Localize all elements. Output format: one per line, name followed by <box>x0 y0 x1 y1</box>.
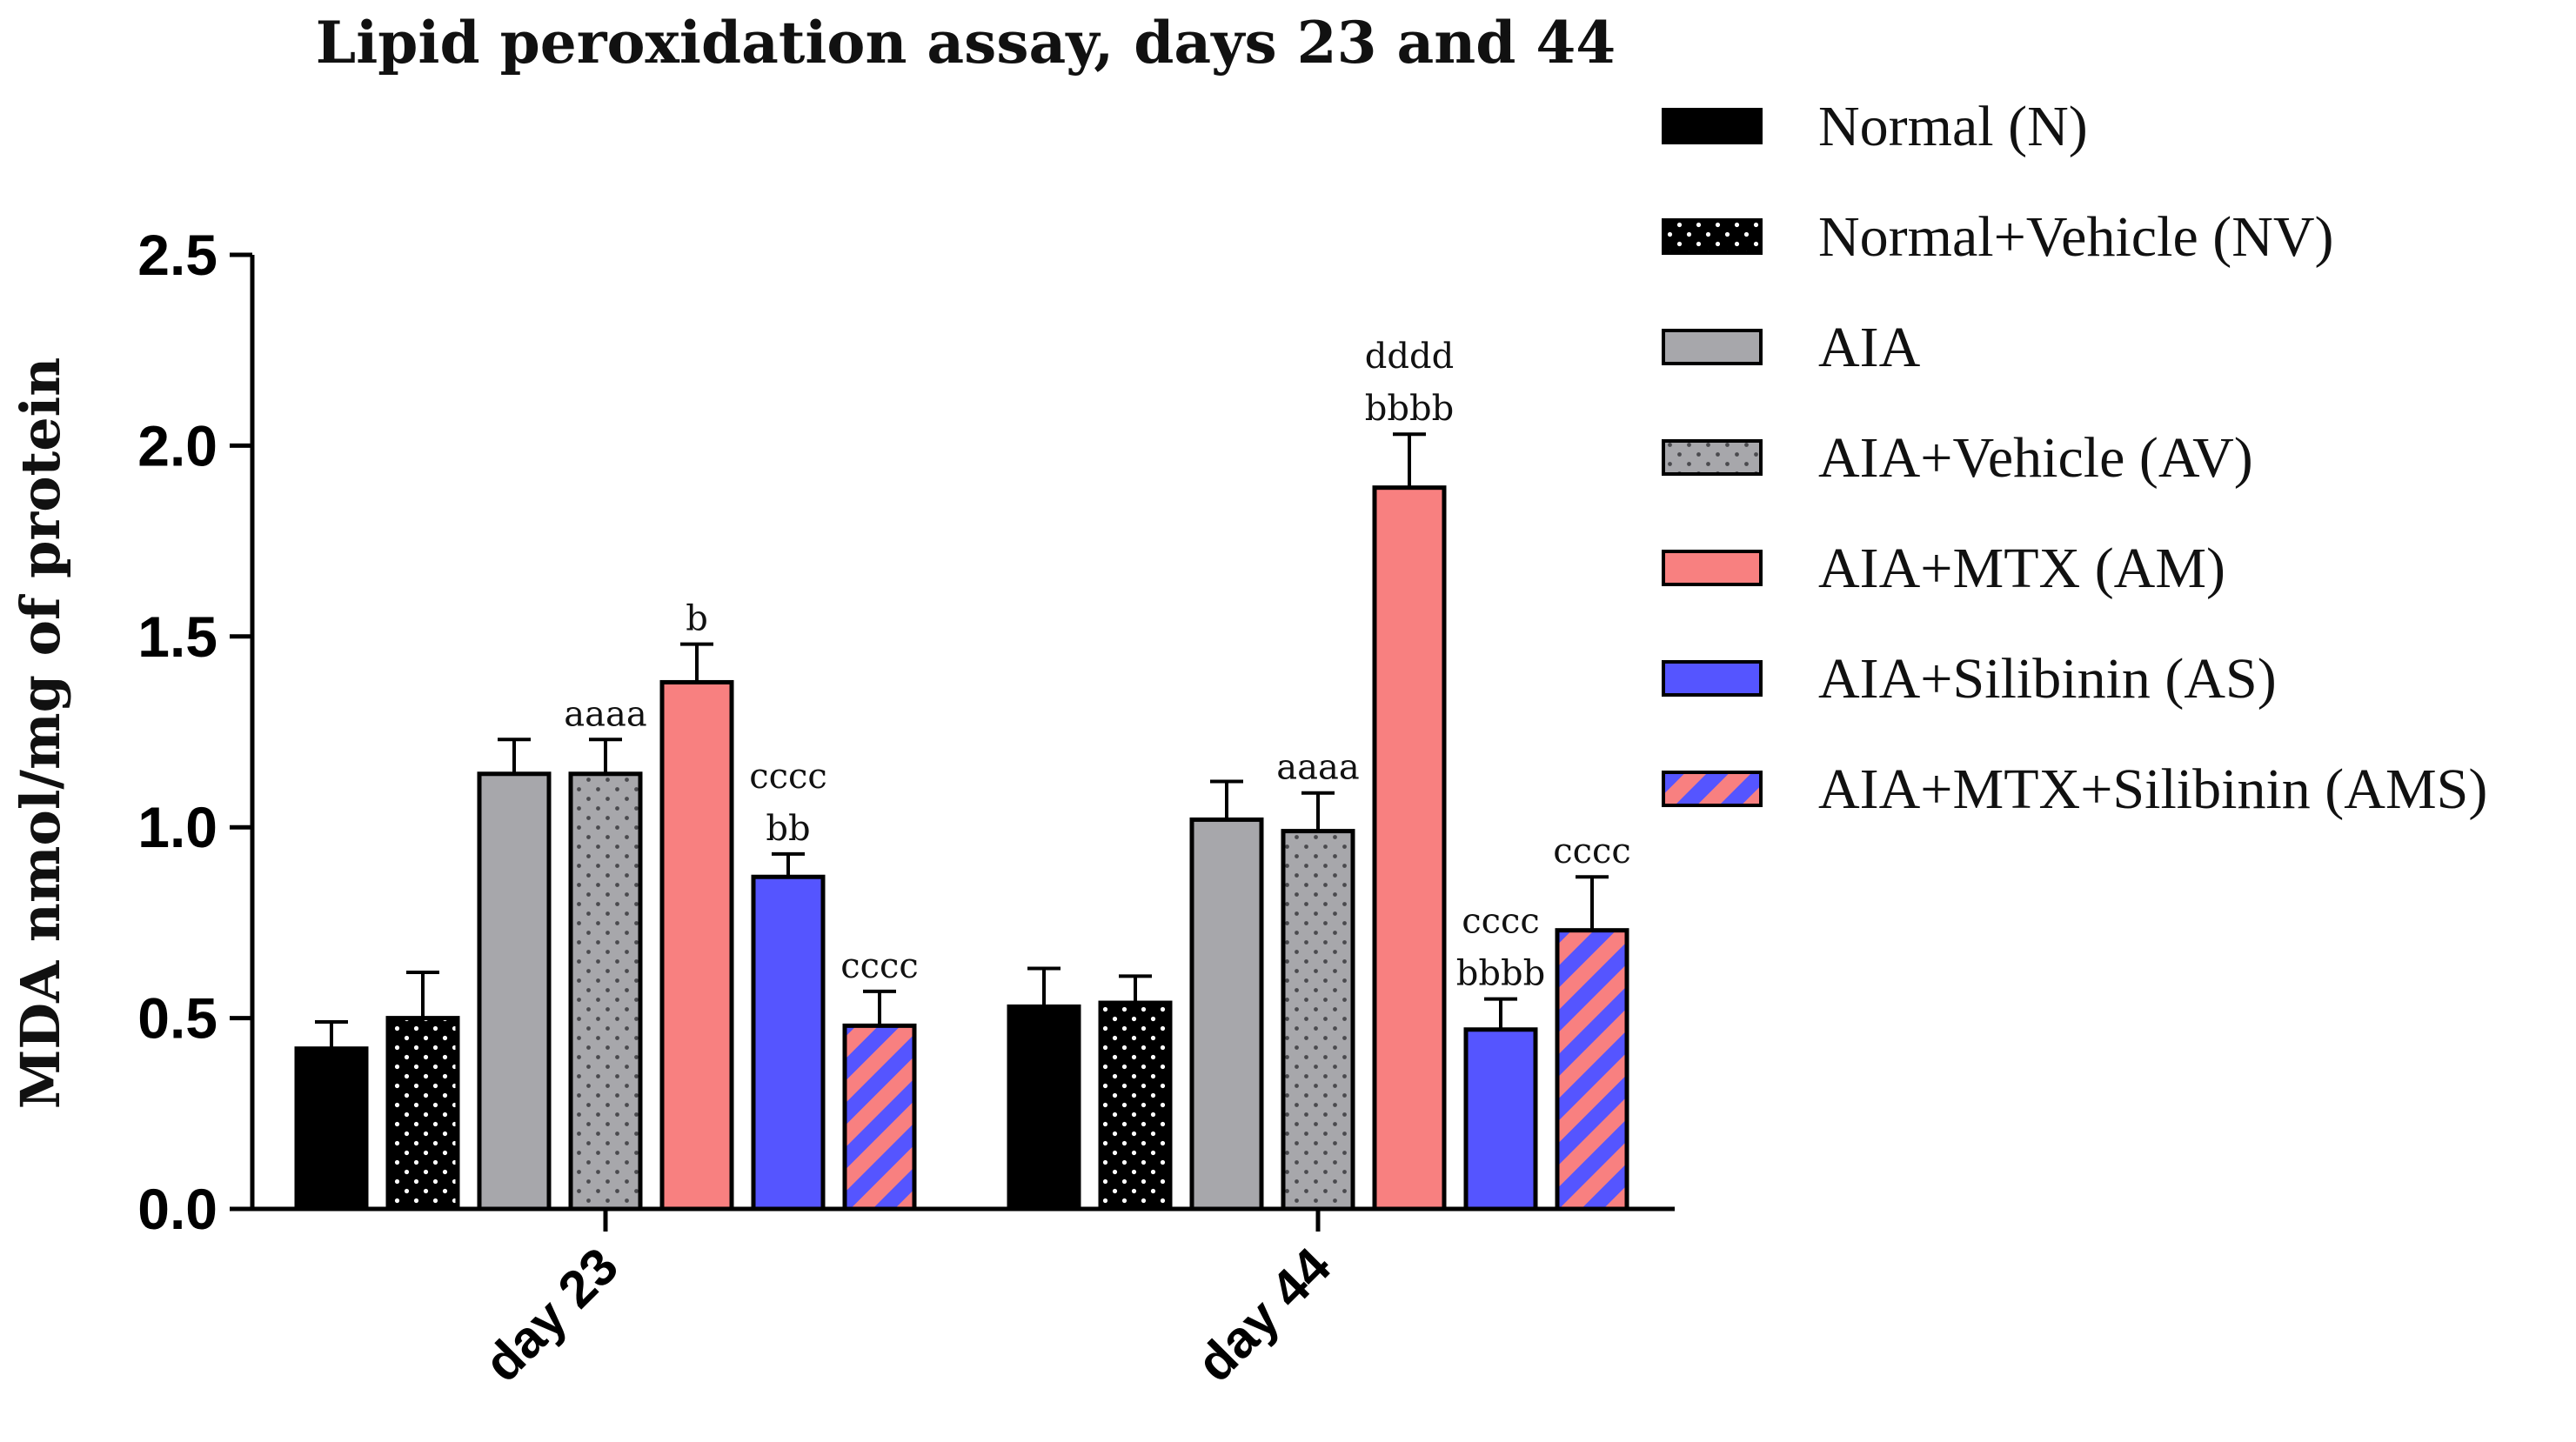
y-tick-label: 2.5 <box>137 223 217 287</box>
legend-swatch <box>1662 108 1763 144</box>
bar <box>1007 1004 1081 1212</box>
bar <box>568 771 643 1212</box>
legend-label: AIA+Vehicle (AV) <box>1818 426 2253 490</box>
legend-label: AIA+MTX (AM) <box>1818 537 2225 600</box>
significance-label: b <box>686 599 708 639</box>
significance-label: cccc <box>749 757 827 797</box>
legend-swatch <box>1662 660 1763 697</box>
significance-label: bb <box>766 809 810 849</box>
legend: Normal (N) Normal+Vehicle (NV) AIA AIA+Vehi… <box>1662 95 2487 821</box>
bar <box>477 771 552 1212</box>
bar <box>1372 485 1447 1212</box>
legend-label: Normal (N) <box>1818 95 2088 158</box>
bar <box>1189 817 1264 1212</box>
y-tick-label: 0.5 <box>137 986 217 1051</box>
significance-label: dddd <box>1365 337 1454 377</box>
legend-swatch <box>1662 771 1763 807</box>
bar <box>1555 928 1629 1212</box>
significance-label: cccc <box>1553 831 1631 871</box>
significance-label: aaaa <box>564 694 646 734</box>
bar <box>659 679 734 1212</box>
legend-label: Normal+Vehicle (NV) <box>1818 205 2334 269</box>
legend-label: AIA+Silibinin (AS) <box>1818 647 2277 711</box>
legend-swatch <box>1662 439 1763 476</box>
y-tick-label: 1.0 <box>137 795 217 859</box>
legend-swatch <box>1662 218 1763 255</box>
legend-swatch <box>1662 329 1763 365</box>
y-tick-label: 2.0 <box>137 413 217 477</box>
plot-area: 0.0 0.5 1.0 1.5 2.0 2.5 aaaa b cccc bb cccc day 23 a… <box>137 223 1675 1392</box>
legend-label: AIA <box>1818 316 1921 379</box>
significance-label: cccc <box>1462 902 1540 942</box>
y-tick-label: 1.5 <box>137 604 217 669</box>
y-axis-title: MDA nmol/mg of protein <box>9 357 72 1110</box>
legend-label: AIA+MTX+Silibinin (AMS) <box>1818 758 2487 821</box>
bar <box>1098 1000 1173 1212</box>
bar <box>1463 1027 1538 1212</box>
bar <box>751 874 826 1212</box>
x-tick-label: day 44 <box>1186 1236 1342 1392</box>
significance-label: cccc <box>840 946 919 986</box>
bar <box>294 1046 369 1212</box>
bar <box>1281 829 1355 1212</box>
significance-label: bbbb <box>1365 389 1454 429</box>
y-tick-label: 0.0 <box>137 1177 217 1241</box>
bar <box>842 1023 917 1212</box>
x-tick-label: day 23 <box>473 1237 629 1392</box>
significance-label: bbbb <box>1456 954 1545 994</box>
legend-swatch <box>1662 550 1763 586</box>
chart-title: Lipid peroxidation assay, days 23 and 44 <box>316 9 1616 77</box>
bar <box>385 1016 460 1212</box>
significance-label: aaaa <box>1276 748 1359 788</box>
